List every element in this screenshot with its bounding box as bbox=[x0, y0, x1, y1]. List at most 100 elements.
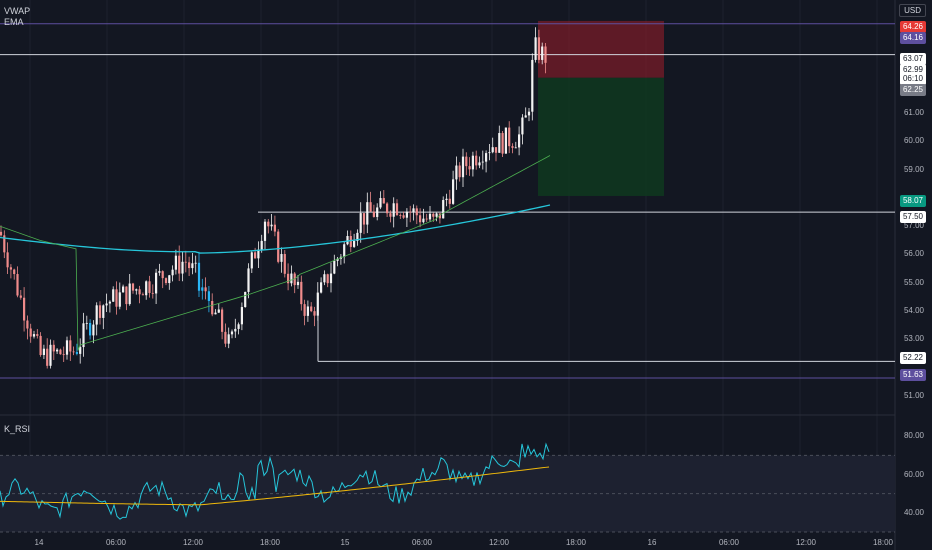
candle bbox=[197, 262, 201, 291]
candle bbox=[227, 334, 230, 344]
candle bbox=[425, 218, 428, 220]
candle bbox=[128, 283, 131, 305]
candle bbox=[386, 203, 389, 214]
candle bbox=[36, 334, 39, 336]
candle bbox=[379, 198, 382, 208]
candle bbox=[267, 221, 270, 227]
candle bbox=[534, 37, 537, 60]
candle bbox=[155, 272, 158, 294]
candle bbox=[82, 323, 85, 348]
candle bbox=[145, 281, 148, 296]
candle bbox=[6, 252, 9, 268]
candle bbox=[359, 213, 362, 233]
price-tick: 59.00 bbox=[903, 164, 924, 174]
candle bbox=[98, 305, 102, 318]
candle bbox=[501, 133, 504, 154]
candle bbox=[102, 305, 105, 318]
candle bbox=[171, 269, 174, 276]
candle bbox=[326, 274, 329, 284]
candle bbox=[395, 203, 399, 216]
candle bbox=[42, 348, 45, 355]
time-tick: 06:00 bbox=[411, 538, 433, 547]
candle bbox=[521, 117, 524, 135]
candle bbox=[300, 281, 303, 305]
candle bbox=[277, 231, 280, 262]
candle bbox=[211, 301, 214, 315]
candle bbox=[105, 303, 108, 306]
candle bbox=[201, 287, 204, 291]
time-tick: 18:00 bbox=[872, 538, 894, 547]
time-tick: 12:00 bbox=[488, 538, 510, 547]
price-tick: 54.00 bbox=[903, 306, 924, 316]
price-label: 51.63 bbox=[899, 369, 926, 381]
candle bbox=[485, 153, 488, 162]
candle bbox=[389, 213, 392, 217]
candle bbox=[135, 289, 138, 291]
vwap-indicator-label[interactable]: VWAP bbox=[4, 6, 31, 16]
candle bbox=[221, 309, 224, 332]
candle bbox=[531, 59, 534, 112]
candle bbox=[527, 111, 531, 116]
candle bbox=[174, 255, 177, 270]
candle bbox=[181, 261, 184, 274]
candle bbox=[366, 202, 369, 225]
stop-zone bbox=[538, 20, 664, 78]
candle bbox=[13, 269, 16, 275]
candle bbox=[362, 213, 366, 225]
candle bbox=[65, 340, 69, 355]
candle bbox=[544, 46, 547, 63]
candle bbox=[504, 127, 507, 154]
candle bbox=[306, 306, 309, 316]
candle bbox=[494, 147, 498, 153]
price-label: 52.22 bbox=[899, 352, 926, 364]
candle bbox=[445, 198, 448, 201]
time-tick: 12:00 bbox=[795, 538, 817, 547]
candle bbox=[382, 198, 385, 204]
candle bbox=[75, 352, 78, 354]
candle bbox=[244, 291, 247, 308]
candle bbox=[296, 281, 300, 286]
candle bbox=[23, 297, 26, 321]
candle bbox=[29, 328, 32, 337]
candle bbox=[458, 165, 461, 178]
rsi-indicator-label[interactable]: K_RSI bbox=[4, 424, 31, 434]
candle bbox=[419, 215, 422, 223]
ema-indicator-label[interactable]: EMA bbox=[4, 17, 24, 27]
candle bbox=[19, 295, 22, 298]
price-label: 58.07 bbox=[899, 195, 926, 207]
candle bbox=[481, 161, 484, 163]
candle bbox=[508, 127, 511, 147]
candle bbox=[214, 312, 217, 315]
candle bbox=[204, 287, 207, 292]
candle bbox=[438, 213, 441, 219]
candle bbox=[69, 340, 72, 352]
candle bbox=[234, 328, 237, 332]
time-tick: 12:00 bbox=[182, 538, 204, 547]
time-tick: 18:00 bbox=[259, 538, 281, 547]
candle bbox=[541, 46, 544, 60]
price-tick: 53.00 bbox=[903, 334, 924, 344]
candle bbox=[409, 211, 412, 213]
time-tick: 06:00 bbox=[105, 538, 127, 547]
candle bbox=[148, 281, 151, 293]
candle bbox=[52, 344, 55, 352]
candle bbox=[376, 207, 379, 217]
price-tick: 57.00 bbox=[903, 221, 924, 231]
candle bbox=[164, 278, 168, 284]
candle bbox=[343, 244, 346, 257]
candle bbox=[108, 301, 111, 304]
candle bbox=[72, 351, 75, 353]
candle bbox=[452, 179, 455, 204]
price-label: 63.07 bbox=[899, 53, 926, 65]
candle bbox=[290, 273, 293, 284]
candle bbox=[207, 291, 210, 302]
candle bbox=[329, 273, 333, 284]
candle bbox=[415, 208, 418, 216]
candle bbox=[46, 348, 49, 366]
candle bbox=[537, 37, 540, 60]
currency-button[interactable]: USD bbox=[899, 4, 926, 17]
candle bbox=[254, 252, 257, 259]
price-tick: 55.00 bbox=[903, 277, 924, 287]
candle bbox=[491, 147, 494, 153]
